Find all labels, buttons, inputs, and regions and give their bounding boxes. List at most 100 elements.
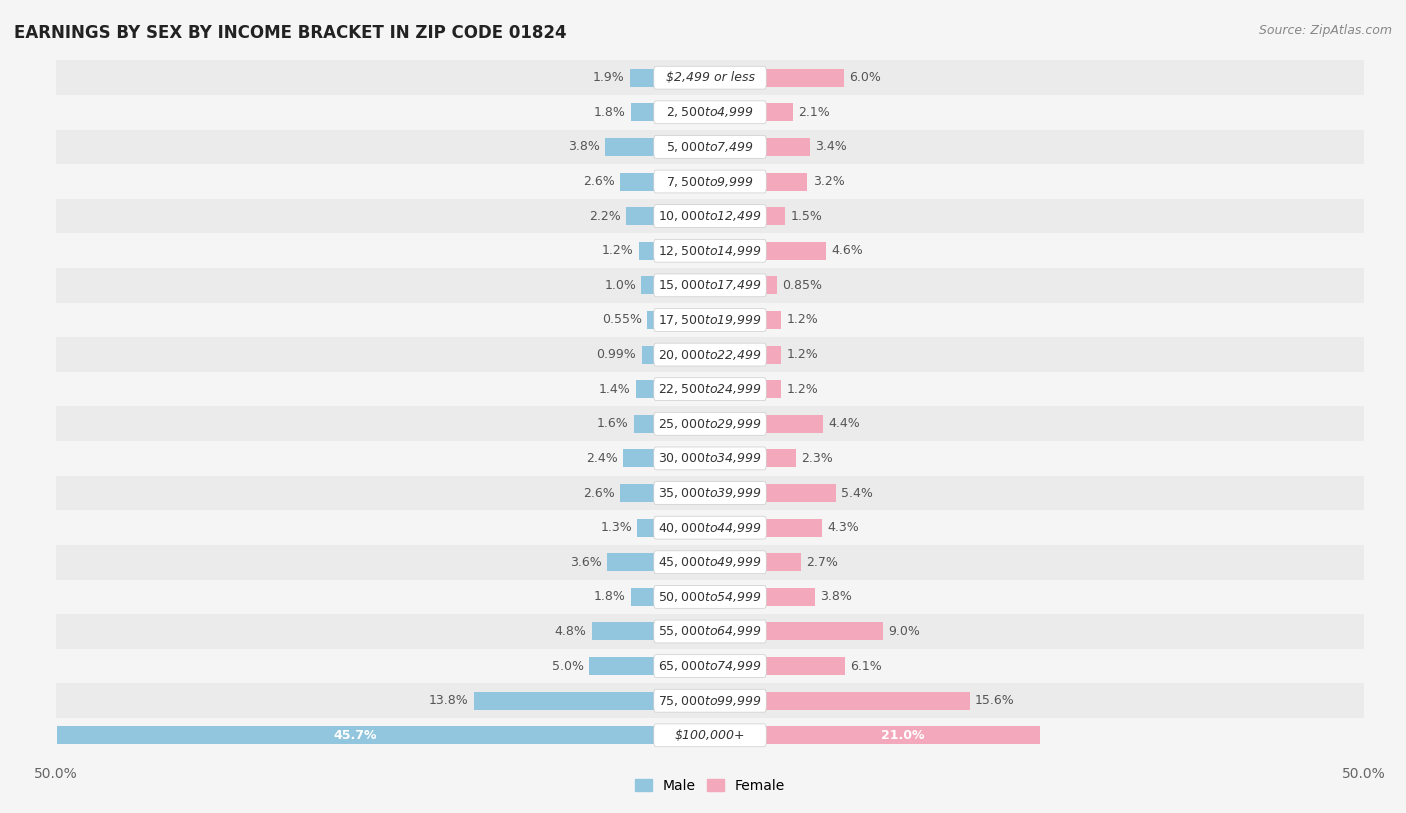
Text: $20,000 to $22,499: $20,000 to $22,499 — [658, 348, 762, 362]
Text: 1.0%: 1.0% — [605, 279, 636, 292]
Text: $45,000 to $49,999: $45,000 to $49,999 — [658, 555, 762, 569]
Bar — [637, 519, 654, 537]
Text: $15,000 to $17,499: $15,000 to $17,499 — [658, 278, 762, 293]
Bar — [56, 545, 1364, 580]
Bar — [56, 95, 1364, 129]
Bar — [56, 441, 1364, 476]
FancyBboxPatch shape — [654, 516, 766, 539]
FancyBboxPatch shape — [654, 66, 766, 89]
Text: 15.6%: 15.6% — [974, 694, 1015, 707]
Text: 2.6%: 2.6% — [583, 175, 616, 188]
Bar — [766, 172, 807, 190]
Bar — [56, 406, 1364, 441]
FancyBboxPatch shape — [654, 620, 766, 643]
Text: $100,000+: $100,000+ — [675, 728, 745, 741]
Bar — [766, 554, 801, 572]
Text: 1.2%: 1.2% — [602, 244, 634, 257]
Bar — [766, 450, 796, 467]
Text: 6.1%: 6.1% — [851, 659, 883, 672]
Text: 4.3%: 4.3% — [827, 521, 859, 534]
Text: 3.4%: 3.4% — [815, 141, 846, 154]
Bar — [56, 684, 1364, 718]
Text: 1.2%: 1.2% — [786, 314, 818, 327]
Text: 1.3%: 1.3% — [600, 521, 633, 534]
Text: 2.3%: 2.3% — [801, 452, 832, 465]
FancyBboxPatch shape — [654, 724, 766, 747]
FancyBboxPatch shape — [654, 412, 766, 435]
Bar — [56, 718, 1364, 753]
Bar — [766, 103, 793, 121]
Bar — [766, 623, 883, 641]
Text: 3.8%: 3.8% — [821, 590, 852, 603]
Bar — [766, 207, 785, 225]
Text: 0.85%: 0.85% — [782, 279, 823, 292]
Text: 6.0%: 6.0% — [849, 72, 882, 85]
Text: $55,000 to $64,999: $55,000 to $64,999 — [658, 624, 762, 638]
Text: $2,500 to $4,999: $2,500 to $4,999 — [666, 106, 754, 120]
Bar — [56, 337, 1364, 372]
Bar — [56, 199, 1364, 233]
Bar — [647, 311, 654, 329]
Text: Source: ZipAtlas.com: Source: ZipAtlas.com — [1258, 24, 1392, 37]
Bar — [766, 588, 815, 606]
Bar — [56, 302, 1364, 337]
Bar — [607, 554, 654, 572]
Bar — [623, 450, 654, 467]
Bar — [56, 129, 1364, 164]
FancyBboxPatch shape — [654, 101, 766, 124]
Text: 5.4%: 5.4% — [841, 486, 873, 499]
Text: 0.99%: 0.99% — [596, 348, 637, 361]
Bar — [620, 172, 654, 190]
Bar — [766, 726, 1040, 745]
Text: $17,500 to $19,999: $17,500 to $19,999 — [658, 313, 762, 327]
Text: 2.4%: 2.4% — [586, 452, 617, 465]
Bar — [766, 415, 823, 433]
Text: 2.2%: 2.2% — [589, 210, 620, 223]
Text: 5.0%: 5.0% — [551, 659, 583, 672]
Text: 2.1%: 2.1% — [799, 106, 830, 119]
Bar — [589, 657, 654, 675]
FancyBboxPatch shape — [654, 447, 766, 470]
Text: $2,499 or less: $2,499 or less — [665, 72, 755, 85]
Text: 1.8%: 1.8% — [593, 590, 626, 603]
Text: $7,500 to $9,999: $7,500 to $9,999 — [666, 175, 754, 189]
Text: 2.6%: 2.6% — [583, 486, 616, 499]
Text: $22,500 to $24,999: $22,500 to $24,999 — [658, 382, 762, 396]
Bar — [638, 241, 654, 259]
Text: $50,000 to $54,999: $50,000 to $54,999 — [658, 590, 762, 604]
Text: 2.7%: 2.7% — [806, 556, 838, 569]
FancyBboxPatch shape — [654, 689, 766, 712]
Legend: Male, Female: Male, Female — [630, 773, 790, 798]
Bar — [766, 519, 823, 537]
Bar — [766, 68, 844, 87]
Text: $25,000 to $29,999: $25,000 to $29,999 — [658, 417, 762, 431]
Bar — [636, 380, 654, 398]
Bar — [56, 372, 1364, 406]
FancyBboxPatch shape — [654, 239, 766, 262]
Text: $65,000 to $74,999: $65,000 to $74,999 — [658, 659, 762, 673]
Text: 1.9%: 1.9% — [593, 72, 624, 85]
Text: 1.2%: 1.2% — [786, 348, 818, 361]
Bar — [56, 476, 1364, 511]
Bar — [605, 138, 654, 156]
Bar — [766, 657, 845, 675]
Text: $75,000 to $99,999: $75,000 to $99,999 — [658, 693, 762, 707]
Bar — [56, 614, 1364, 649]
Bar — [592, 623, 654, 641]
Bar — [56, 511, 1364, 545]
Bar — [620, 484, 654, 502]
Bar — [766, 276, 776, 294]
Text: 4.8%: 4.8% — [554, 625, 586, 638]
FancyBboxPatch shape — [654, 551, 766, 574]
Bar — [766, 241, 825, 259]
Bar — [474, 692, 654, 710]
FancyBboxPatch shape — [654, 481, 766, 504]
Text: 0.55%: 0.55% — [602, 314, 643, 327]
Bar — [631, 103, 654, 121]
Bar — [56, 164, 1364, 199]
Text: 4.4%: 4.4% — [828, 417, 860, 430]
FancyBboxPatch shape — [654, 170, 766, 193]
Bar — [56, 726, 654, 745]
Bar — [766, 311, 782, 329]
Text: 1.8%: 1.8% — [593, 106, 626, 119]
